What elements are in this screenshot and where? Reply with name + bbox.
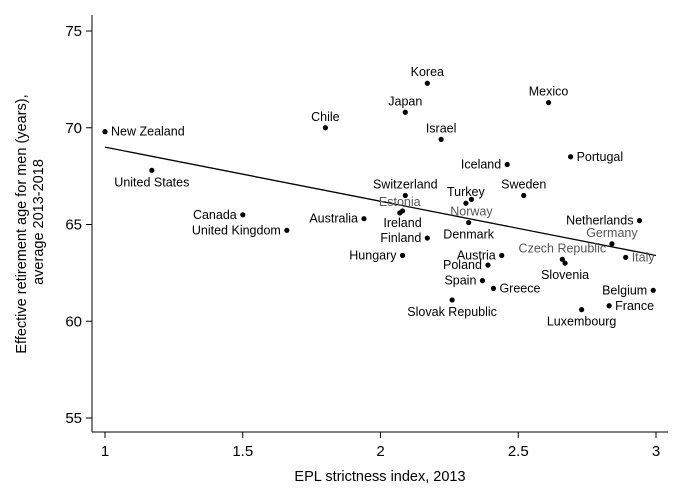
data-point	[449, 297, 455, 303]
data-point	[521, 192, 527, 199]
x-tick-label: 2	[376, 443, 384, 460]
data-point	[399, 208, 406, 214]
point-label: Luxembourg	[547, 315, 617, 329]
point-label: Mexico	[529, 85, 569, 99]
data-point	[402, 109, 408, 115]
point-label: Slovak Republic	[407, 305, 497, 319]
point-label: Slovenia	[541, 268, 589, 282]
data-point	[438, 136, 444, 142]
data-point	[609, 241, 615, 247]
data-point	[424, 80, 430, 86]
point-label: Iceland	[461, 158, 501, 172]
y-ticks: 55 60 65 70 75	[65, 23, 92, 427]
point-label: Canada	[193, 208, 237, 222]
data-point	[479, 278, 486, 284]
y-tick-label: 70	[65, 120, 82, 137]
x-tick-label: 3	[652, 443, 660, 460]
x-axis-title: EPL strictness index, 2013	[294, 469, 465, 485]
point-label: Hungary	[349, 248, 397, 262]
point-label: Switzerland	[373, 177, 438, 191]
point-label: Germany	[586, 226, 638, 240]
data-point	[623, 254, 629, 260]
point-label: Austria	[457, 248, 496, 262]
data-point	[399, 252, 406, 259]
data-point	[504, 161, 510, 168]
data-point	[650, 287, 656, 293]
point-label: New Zealand	[111, 125, 185, 139]
data-point	[468, 196, 475, 202]
y-tick-label: 65	[65, 217, 82, 234]
point-label: Japan	[388, 94, 422, 108]
y-tick-label: 55	[65, 410, 82, 427]
point-label: Portugal	[577, 150, 624, 164]
data-point	[240, 212, 246, 218]
point-label: Australia	[309, 212, 358, 226]
data-point	[402, 192, 408, 199]
point-label: Turkey	[447, 185, 485, 199]
point-label: Norway	[450, 204, 493, 218]
point-label: Belgium	[602, 283, 647, 297]
y-axis-title-line-1: Effective retirement age for men (years)…	[14, 94, 30, 353]
data-point	[149, 167, 155, 173]
point-label: United States	[114, 175, 189, 189]
y-tick-label: 75	[65, 23, 82, 40]
data-point	[579, 307, 585, 313]
data-point	[284, 227, 290, 233]
y-axis-title-line-2: average 2013-2018	[31, 159, 47, 285]
point-label: Finland	[380, 231, 421, 245]
data-point	[361, 216, 367, 222]
point-label: Israel	[426, 121, 457, 135]
x-tick-label: 2.5	[508, 443, 529, 460]
data-point	[606, 303, 612, 309]
y-tick-label: 60	[65, 313, 82, 330]
point-label: Denmark	[443, 228, 494, 242]
data-point	[559, 256, 565, 262]
x-tick-label: 1.5	[232, 443, 253, 460]
x-ticks: 1 1.5 2 2.5 3	[101, 432, 660, 460]
data-point	[463, 200, 469, 206]
data-point	[424, 235, 430, 241]
data-point	[636, 218, 643, 224]
point-label: Korea	[411, 65, 444, 79]
axes: 55 60 65 70 75 1 1.5 2 2.5 3	[65, 15, 668, 460]
point-label: Ireland	[383, 216, 421, 230]
point-label: Czech Republic	[519, 241, 607, 255]
point-label: Italy	[632, 250, 656, 264]
point-label: Chile	[311, 110, 340, 124]
data-point	[545, 99, 552, 106]
data-point	[466, 219, 472, 226]
point-label: Netherlands	[566, 214, 633, 228]
data-point	[562, 260, 568, 266]
data-point	[567, 154, 574, 160]
point-label: Spain	[444, 274, 476, 288]
point-label: Sweden	[501, 177, 546, 191]
trend-line	[104, 146, 657, 257]
point-label: Greece	[499, 281, 540, 295]
y-axis-title: Effective retirement age for men (years)…	[14, 90, 47, 353]
data-point	[499, 252, 505, 259]
data-point	[490, 285, 497, 291]
point-label: Estonia	[379, 195, 421, 209]
point-label: Poland	[443, 258, 482, 272]
data-point	[322, 125, 328, 131]
x-tick-label: 1	[101, 443, 109, 460]
data-points	[102, 80, 656, 313]
data-point	[485, 262, 491, 268]
data-point	[102, 129, 108, 135]
point-label: France	[615, 299, 654, 313]
point-label: United Kingdom	[192, 223, 281, 237]
